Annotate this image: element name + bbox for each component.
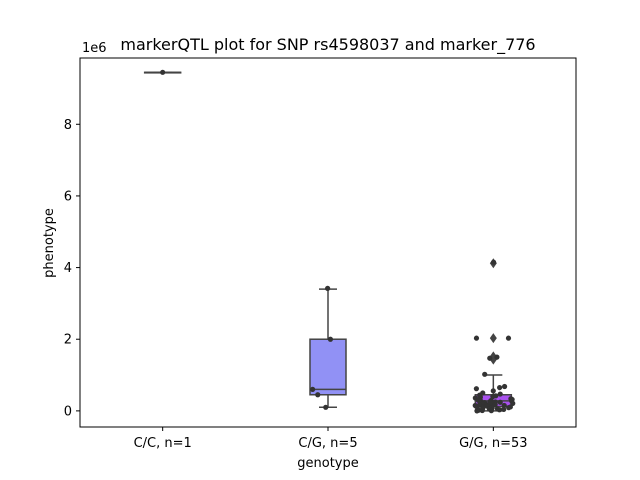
data-point bbox=[496, 407, 503, 413]
data-point bbox=[501, 406, 507, 413]
data-point bbox=[487, 355, 493, 361]
data-point bbox=[473, 335, 480, 341]
data-point bbox=[487, 399, 493, 405]
data-point bbox=[490, 388, 496, 394]
data-point bbox=[473, 386, 479, 392]
data-point bbox=[490, 259, 497, 265]
data-point bbox=[325, 285, 331, 291]
x-axis-label: genotype bbox=[297, 456, 358, 471]
data-point bbox=[505, 335, 512, 341]
y-axis-label: phenotype bbox=[42, 208, 57, 278]
data-point bbox=[490, 393, 496, 400]
x-tick-label: C/G, n=5 bbox=[298, 436, 357, 451]
y-tick-label: 8 bbox=[64, 118, 72, 133]
chart-title: markerQTL plot for SNP rs4598037 and mar… bbox=[120, 35, 535, 55]
outlier-marker bbox=[489, 333, 497, 344]
data-point bbox=[497, 384, 503, 391]
data-point bbox=[501, 383, 508, 390]
data-point bbox=[482, 371, 488, 377]
y-scale-label: 1e6 bbox=[82, 41, 107, 56]
data-point bbox=[327, 336, 334, 342]
x-tick-label: C/C, n=1 bbox=[134, 436, 192, 451]
y-tick-label: 4 bbox=[64, 261, 72, 276]
data-point bbox=[310, 386, 316, 392]
data-point bbox=[488, 408, 494, 414]
x-tick-label: G/G, n=53 bbox=[459, 436, 527, 451]
data-point bbox=[506, 405, 512, 411]
data-point bbox=[494, 354, 500, 360]
data-point bbox=[479, 407, 485, 414]
data-point bbox=[474, 408, 480, 414]
box-group bbox=[309, 288, 347, 409]
data-point bbox=[472, 402, 478, 409]
data-point bbox=[501, 402, 507, 409]
data-point bbox=[497, 399, 503, 405]
box-iqr bbox=[309, 338, 347, 396]
data-point bbox=[323, 404, 329, 410]
y-tick-label: 2 bbox=[64, 333, 72, 348]
data-point bbox=[492, 401, 498, 408]
y-tick-label: 0 bbox=[64, 404, 72, 419]
data-point bbox=[497, 391, 503, 397]
y-tick-label: 6 bbox=[64, 189, 72, 204]
data-point bbox=[160, 69, 166, 75]
data-point bbox=[315, 392, 321, 398]
